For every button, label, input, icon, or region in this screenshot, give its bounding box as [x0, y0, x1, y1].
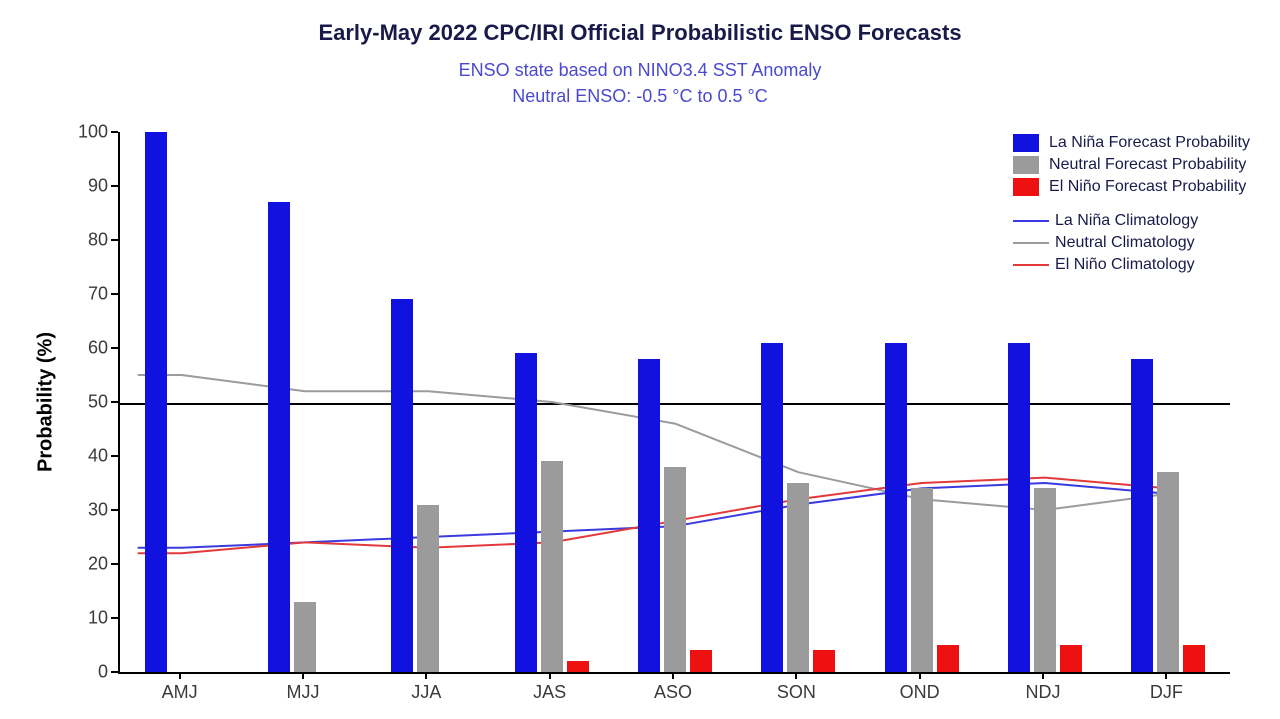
- bar-neutral: [911, 488, 933, 672]
- bar-la_nina: [761, 343, 783, 672]
- y-tick-mark: [111, 509, 118, 511]
- bar-el_nino: [690, 650, 712, 672]
- y-tick-label: 60: [74, 338, 108, 359]
- chart-subtitle-1: ENSO state based on NINO3.4 SST Anomaly: [0, 60, 1280, 81]
- y-tick-label: 70: [74, 284, 108, 305]
- y-tick-label: 10: [74, 608, 108, 629]
- y-tick-label: 100: [74, 122, 108, 143]
- legend-line-swatch: [1013, 220, 1049, 222]
- bar-la_nina: [391, 299, 413, 672]
- chart-legend: La Niña Forecast Probability Neutral Fore…: [1013, 132, 1250, 276]
- legend-item-neutral: Neutral Forecast Probability: [1013, 154, 1250, 176]
- legend-item-neutral_clim: Neutral Climatology: [1013, 232, 1250, 254]
- bar-neutral: [541, 461, 563, 672]
- y-tick-mark: [111, 293, 118, 295]
- bar-el_nino: [1060, 645, 1082, 672]
- x-tick-label: JJA: [411, 682, 441, 703]
- y-tick-label: 90: [74, 176, 108, 197]
- x-tick-mark: [919, 672, 921, 679]
- bar-la_nina: [885, 343, 907, 672]
- legend-swatch: [1013, 156, 1039, 174]
- bar-el_nino: [937, 645, 959, 672]
- bar-neutral: [664, 467, 686, 672]
- bar-la_nina: [1008, 343, 1030, 672]
- legend-label: El Niño Forecast Probability: [1049, 178, 1246, 196]
- x-tick-label: MJJ: [287, 682, 320, 703]
- legend-label: La Niña Climatology: [1055, 212, 1198, 230]
- bar-el_nino: [813, 650, 835, 672]
- legend-item-el_nino_clim: El Niño Climatology: [1013, 254, 1250, 276]
- legend-label: Neutral Forecast Probability: [1049, 156, 1246, 174]
- legend-label: Neutral Climatology: [1055, 234, 1195, 252]
- x-tick-label: NDJ: [1026, 682, 1061, 703]
- bar-el_nino: [1183, 645, 1205, 672]
- x-tick-label: ASO: [654, 682, 692, 703]
- chart-subtitle-2: Neutral ENSO: -0.5 °C to 0.5 °C: [0, 86, 1280, 107]
- x-tick-mark: [179, 672, 181, 679]
- x-tick-mark: [795, 672, 797, 679]
- x-tick-mark: [302, 672, 304, 679]
- y-axis-label: Probability (%): [35, 332, 58, 472]
- y-tick-mark: [111, 347, 118, 349]
- x-tick-label: DJF: [1150, 682, 1183, 703]
- y-tick-mark: [111, 671, 118, 673]
- x-tick-mark: [1042, 672, 1044, 679]
- legend-swatch: [1013, 134, 1039, 152]
- y-tick-mark: [111, 131, 118, 133]
- bar-el_nino: [567, 661, 589, 672]
- bar-neutral: [1034, 488, 1056, 672]
- bar-neutral: [787, 483, 809, 672]
- y-tick-mark: [111, 185, 118, 187]
- legend-swatch: [1013, 178, 1039, 196]
- y-tick-label: 40: [74, 446, 108, 467]
- bar-neutral: [1157, 472, 1179, 672]
- bar-la_nina: [638, 359, 660, 672]
- bar-neutral: [294, 602, 316, 672]
- legend-item-la_nina: La Niña Forecast Probability: [1013, 132, 1250, 154]
- x-tick-label: SON: [777, 682, 816, 703]
- legend-line-swatch: [1013, 242, 1049, 244]
- x-tick-mark: [1165, 672, 1167, 679]
- bar-la_nina: [515, 353, 537, 672]
- bar-neutral: [417, 505, 439, 672]
- enso-forecast-chart: Early-May 2022 CPC/IRI Official Probabil…: [0, 0, 1280, 719]
- y-tick-mark: [111, 563, 118, 565]
- legend-item-la_nina_clim: La Niña Climatology: [1013, 210, 1250, 232]
- legend-item-el_nino: El Niño Forecast Probability: [1013, 176, 1250, 198]
- x-tick-mark: [425, 672, 427, 679]
- y-tick-mark: [111, 239, 118, 241]
- y-tick-mark: [111, 455, 118, 457]
- bar-la_nina: [1131, 359, 1153, 672]
- legend-line-swatch: [1013, 264, 1049, 266]
- y-tick-mark: [111, 401, 118, 403]
- y-tick-mark: [111, 617, 118, 619]
- y-tick-label: 0: [74, 662, 108, 683]
- x-tick-label: AMJ: [162, 682, 198, 703]
- x-tick-mark: [672, 672, 674, 679]
- bar-la_nina: [145, 132, 167, 672]
- y-tick-label: 30: [74, 500, 108, 521]
- x-tick-mark: [549, 672, 551, 679]
- chart-title: Early-May 2022 CPC/IRI Official Probabil…: [0, 20, 1280, 46]
- legend-label: El Niño Climatology: [1055, 256, 1195, 274]
- legend-label: La Niña Forecast Probability: [1049, 134, 1250, 152]
- x-tick-label: OND: [900, 682, 940, 703]
- y-tick-label: 20: [74, 554, 108, 575]
- x-tick-label: JAS: [533, 682, 566, 703]
- y-tick-label: 80: [74, 230, 108, 251]
- y-tick-label: 50: [74, 392, 108, 413]
- bar-la_nina: [268, 202, 290, 672]
